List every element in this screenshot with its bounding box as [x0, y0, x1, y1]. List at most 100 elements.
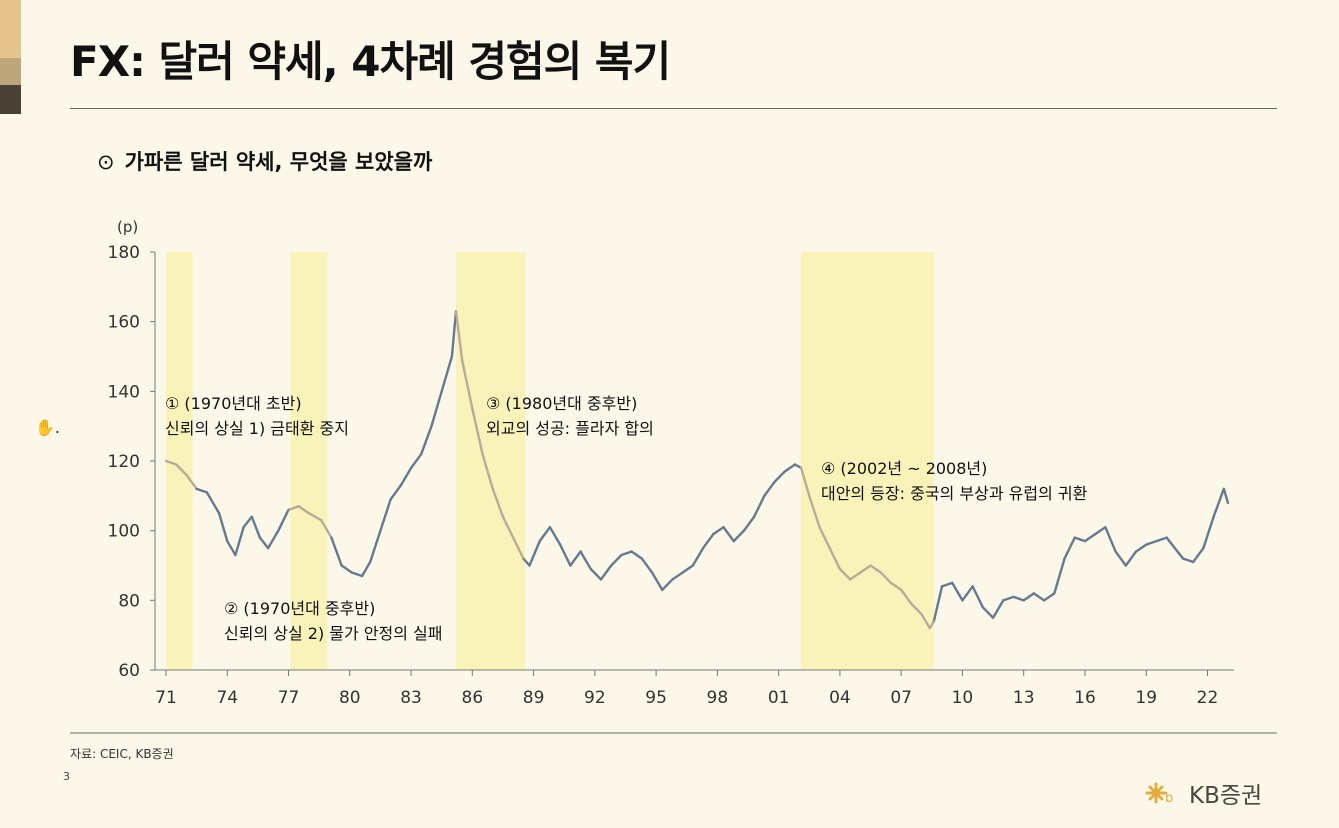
series-segment-52	[661, 578, 674, 592]
data-point-85	[981, 606, 984, 609]
series-segment-55	[691, 546, 705, 567]
series-segment-93	[1063, 536, 1076, 560]
series-segment-58	[722, 525, 735, 543]
data-point-103	[1165, 536, 1168, 539]
data-point-31	[455, 310, 457, 313]
annotation-2-text: 신뢰의 상실 2) 물가 안정의 실패	[224, 624, 443, 643]
series-segment-78	[920, 613, 931, 630]
series-segment-63	[773, 470, 786, 484]
data-point-44	[579, 550, 582, 553]
series-segment-8	[234, 525, 245, 557]
series-segment-57	[712, 525, 725, 536]
x-tick-label-13: 13	[1013, 688, 1035, 708]
data-point-76	[900, 588, 903, 591]
series-segment-33	[471, 407, 484, 456]
data-point-0	[165, 460, 167, 462]
shaded-period-4	[801, 252, 934, 670]
x-tick-label-10: 10	[952, 688, 974, 708]
data-point-107	[1202, 547, 1205, 549]
data-point-63	[773, 481, 776, 483]
series-segment-92	[1053, 557, 1066, 595]
data-point-93	[1063, 557, 1066, 560]
annotation-1-title: ① (1970년대 초반)	[165, 394, 302, 413]
data-point-53	[671, 578, 674, 581]
data-point-83	[961, 599, 964, 602]
data-point-67	[808, 494, 811, 497]
data-point-21	[361, 575, 363, 577]
page-title: FX: 달러 약세, 4차례 경험의 복기	[70, 37, 671, 86]
series-segment-59	[732, 529, 746, 543]
series-segment-84	[971, 585, 985, 609]
data-point-98	[1114, 550, 1117, 553]
series-segment-56	[701, 532, 715, 550]
series-segment-5	[211, 501, 221, 515]
data-point-106	[1192, 561, 1195, 563]
data-point-58	[722, 526, 725, 529]
data-point-27	[420, 453, 423, 455]
data-point-2	[185, 474, 188, 476]
data-point-30	[451, 355, 453, 358]
data-point-45	[589, 568, 592, 570]
series-segment-101	[1145, 539, 1158, 546]
series-segment-18	[330, 536, 343, 567]
series-segment-105	[1181, 557, 1195, 564]
series-segment-70	[838, 567, 852, 581]
series-segment-89	[1022, 592, 1036, 602]
data-point-87	[1002, 599, 1005, 602]
series-segment-98	[1114, 550, 1128, 567]
data-point-79	[928, 627, 931, 630]
data-point-8	[234, 554, 237, 556]
data-point-24	[389, 498, 392, 501]
data-point-34	[481, 453, 484, 455]
series-segment-79	[928, 620, 936, 630]
data-point-12	[267, 547, 270, 549]
data-point-26	[410, 467, 412, 469]
x-tick-label-16: 16	[1074, 688, 1096, 708]
series-segment-20	[350, 571, 364, 578]
series-segment-83	[961, 585, 974, 602]
data-point-68	[818, 526, 821, 529]
data-point-38	[522, 557, 525, 560]
series-segment-64	[783, 463, 797, 473]
data-point-20	[350, 571, 353, 574]
data-point-37	[512, 536, 515, 539]
data-point-9	[242, 526, 245, 529]
data-point-33	[471, 407, 474, 410]
series-segment-54	[681, 564, 695, 574]
data-point-71	[849, 578, 852, 581]
data-point-46	[600, 578, 602, 581]
data-point-32	[461, 359, 464, 361]
data-point-66	[800, 467, 803, 469]
series-segment-30	[450, 310, 458, 358]
data-point-75	[890, 582, 892, 584]
data-point-88	[1012, 595, 1015, 598]
data-point-28	[430, 425, 433, 428]
data-point-17	[320, 519, 323, 522]
series-segment-43	[569, 550, 582, 567]
data-point-84	[971, 585, 974, 588]
x-tick-label-74: 74	[216, 688, 238, 708]
section-subtitle: ⊙ 가파른 달러 약세, 무엇을 보았을까	[97, 146, 432, 176]
data-point-16	[308, 512, 310, 515]
x-tick-label-71: 71	[155, 688, 177, 708]
series-segment-44	[579, 550, 592, 571]
data-point-110	[1227, 501, 1229, 504]
data-point-65	[794, 463, 796, 466]
data-point-25	[399, 484, 402, 487]
data-point-23	[379, 529, 382, 532]
series-segment-32	[460, 358, 474, 410]
series-segment-36	[501, 515, 515, 539]
data-point-69	[828, 547, 831, 549]
series-segment-69	[828, 546, 842, 571]
data-point-72	[859, 571, 862, 574]
y-tick-label-80: 80	[118, 591, 140, 611]
data-point-74	[879, 571, 882, 574]
data-point-61	[753, 515, 756, 518]
data-point-81	[941, 585, 943, 588]
x-tick-label-92: 92	[584, 688, 606, 708]
data-point-7	[226, 540, 229, 543]
series-segment-34	[481, 452, 494, 491]
series-segment-94	[1073, 536, 1087, 543]
y-tick-label-60: 60	[118, 661, 140, 681]
series-segment-73	[869, 564, 882, 574]
